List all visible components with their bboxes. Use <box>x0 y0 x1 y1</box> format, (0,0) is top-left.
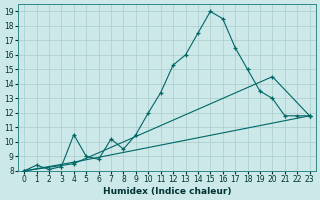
X-axis label: Humidex (Indice chaleur): Humidex (Indice chaleur) <box>103 187 231 196</box>
